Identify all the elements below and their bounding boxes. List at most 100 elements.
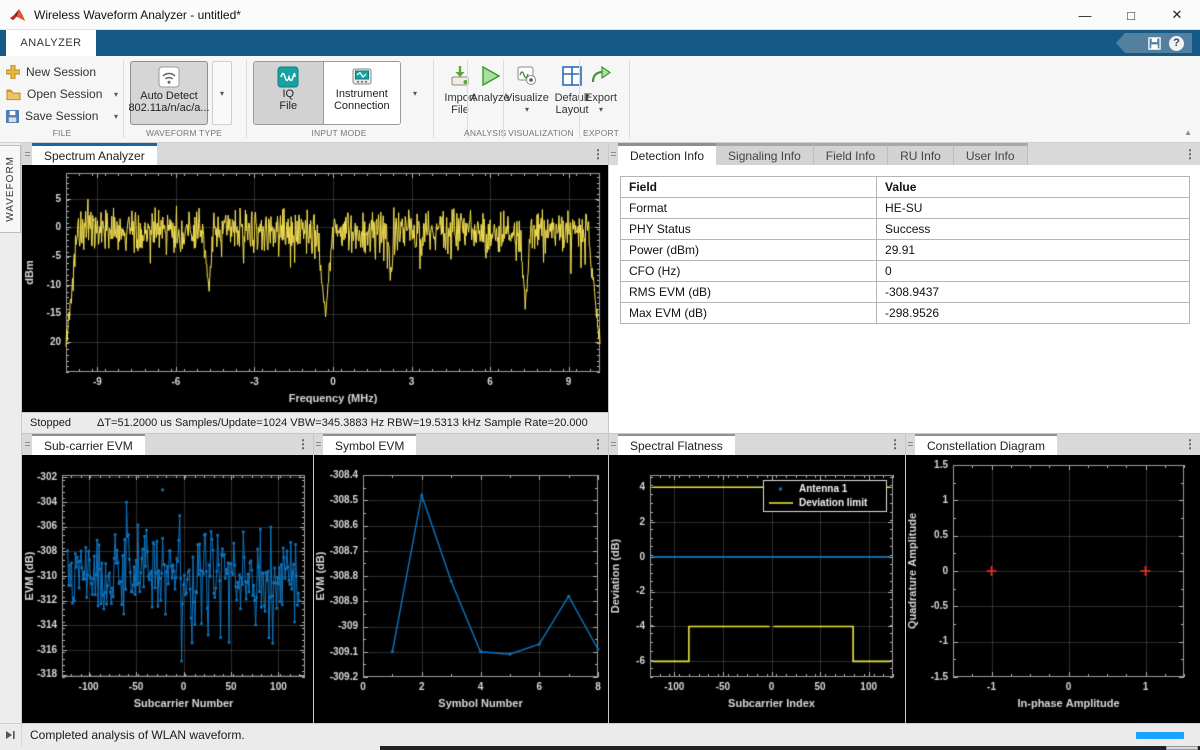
table-row[interactable]: CFO (Hz) 0 <box>619 260 1190 282</box>
constellation-panel-menu-icon[interactable]: ⋮ <box>1184 437 1196 451</box>
table-row[interactable]: Power (dBm) 29.91 <box>619 239 1190 261</box>
subcarrier-evm-plot[interactable] <box>22 455 313 723</box>
visualize-button[interactable]: Visualize ▾ <box>505 61 549 127</box>
export-dropdown-icon[interactable]: ▾ <box>598 105 603 114</box>
export-icon <box>589 63 613 89</box>
analyze-button[interactable]: Analyze <box>468 61 512 127</box>
expand-panel-icon[interactable] <box>0 724 22 746</box>
group-label-visualization: VISUALIZATION <box>508 128 574 138</box>
spectral-flatness-plot[interactable] <box>608 455 905 723</box>
spectral-flatness-panel: Spectral Flatness ⋮ <box>608 433 905 723</box>
new-session-icon <box>6 65 20 79</box>
save-session-label: Save Session <box>25 109 99 123</box>
table-cell[interactable]: Power (dBm) <box>619 239 878 261</box>
detection-panel-menu-icon[interactable]: ⋮ <box>1184 147 1196 161</box>
ribbon: New Session Open Session ▾ Save Session … <box>0 56 1200 143</box>
toolstrip-tab-bar: ANALYZER ? <box>0 30 1200 56</box>
table-cell[interactable]: 0 <box>876 260 1190 282</box>
table-cell[interactable]: Max EVM (dB) <box>619 302 878 324</box>
help-icon[interactable]: ? <box>1169 35 1184 51</box>
panel-grip-icon[interactable] <box>608 433 618 455</box>
instrument-connection-icon <box>352 68 372 85</box>
table-cell[interactable]: -308.9437 <box>876 281 1190 303</box>
col-header-value[interactable]: Value <box>876 176 1190 198</box>
default-layout-label-line2: Layout <box>555 104 589 116</box>
export-button[interactable]: Export ▾ <box>581 61 621 127</box>
tab-analyzer[interactable]: ANALYZER <box>6 30 96 56</box>
left-rail: WAVEFORM <box>0 143 22 723</box>
symbol-panel-menu-icon[interactable]: ⋮ <box>592 437 604 451</box>
open-session-button[interactable]: Open Session ▾ <box>6 84 122 104</box>
table-cell[interactable]: RMS EVM (dB) <box>619 281 878 303</box>
waveform-type-dropdown-icon[interactable]: ▾ <box>212 61 232 125</box>
table-cell[interactable]: HE-SU <box>876 197 1190 219</box>
iq-file-icon <box>277 66 299 88</box>
close-button[interactable]: ✕ <box>1171 7 1183 22</box>
default-layout-button[interactable]: Default Layout <box>549 61 595 127</box>
auto-detect-button[interactable]: Auto Detect 802.11a/n/ac/a... <box>128 61 210 125</box>
tab-ru-info[interactable]: RU Info <box>888 143 954 165</box>
panel-grip-icon[interactable] <box>313 433 323 455</box>
visualize-icon <box>515 63 539 89</box>
ru-tab-label: RU Info <box>900 148 941 163</box>
save-session-button[interactable]: Save Session ▾ <box>6 106 122 126</box>
tab-symbol-evm[interactable]: Symbol EVM <box>323 433 417 455</box>
table-row[interactable]: Format HE-SU <box>619 197 1190 219</box>
tab-spectrum-analyzer[interactable]: Spectrum Analyzer <box>32 143 157 165</box>
table-row[interactable]: PHY Status Success <box>619 218 1190 240</box>
tab-subcarrier-evm[interactable]: Sub-carrier EVM <box>32 433 145 455</box>
tab-field-info[interactable]: Field Info <box>813 143 889 165</box>
new-session-label: New Session <box>26 65 97 79</box>
save-icon[interactable] <box>1148 36 1161 50</box>
panel-grip-icon[interactable] <box>22 143 32 165</box>
instrument-connection-button[interactable]: Instrument Connection <box>323 62 400 124</box>
subcarrier-panel-menu-icon[interactable]: ⋮ <box>297 437 309 451</box>
table-cell[interactable]: PHY Status <box>619 218 878 240</box>
panel-grip-icon[interactable] <box>905 433 915 455</box>
table-cell[interactable]: Success <box>876 218 1190 240</box>
constellation-panel: Constellation Diagram ⋮ <box>905 433 1200 723</box>
iq-file-button[interactable]: IQ File <box>254 62 324 124</box>
panel-grip-icon[interactable] <box>608 143 618 165</box>
visualize-dropdown-icon[interactable]: ▾ <box>524 105 529 114</box>
detection-table-container: Field Value Format HE-SU PHY Status Success… <box>608 165 1200 433</box>
flatness-panel-menu-icon[interactable]: ⋮ <box>889 437 901 451</box>
open-folder-icon <box>6 88 21 100</box>
input-mode-dropdown-icon[interactable]: ▾ <box>412 88 417 98</box>
group-label-input-mode: INPUT MODE <box>311 128 367 138</box>
spectrum-plot[interactable] <box>22 165 608 412</box>
constellation-plot[interactable] <box>905 455 1200 723</box>
spectrum-analyzer-panel: Spectrum Analyzer ⋮ Stopped ΔT=51.2000 u… <box>22 143 608 433</box>
group-label-export: EXPORT <box>583 128 619 138</box>
detection-panel-header: Detection Info Signaling Info Field Info… <box>608 143 1200 165</box>
user-tab-label: User Info <box>965 148 1015 163</box>
table-header-row: Field Value <box>619 176 1190 198</box>
minimize-button[interactable]: — <box>1078 7 1092 23</box>
waveform-tab-label: WAVEFORM <box>4 156 16 222</box>
symbol-evm-plot[interactable] <box>313 455 608 723</box>
open-session-dropdown-icon[interactable]: ▾ <box>113 89 118 99</box>
tab-signaling-info[interactable]: Signaling Info <box>716 143 814 165</box>
tab-constellation-diagram[interactable]: Constellation Diagram <box>915 433 1058 455</box>
table-row[interactable]: Max EVM (dB) -298.9526 <box>619 302 1190 324</box>
spectrum-panel-menu-icon[interactable]: ⋮ <box>592 147 604 161</box>
open-session-label: Open Session <box>27 87 103 101</box>
col-header-field[interactable]: Field <box>619 176 878 198</box>
tab-user-info[interactable]: User Info <box>953 143 1028 165</box>
tab-waveform-vertical[interactable]: WAVEFORM <box>0 145 21 233</box>
tab-detection-info[interactable]: Detection Info <box>618 143 717 165</box>
table-cell[interactable]: -298.9526 <box>876 302 1190 324</box>
visualize-label: Visualize <box>505 92 549 104</box>
tab-spectral-flatness[interactable]: Spectral Flatness <box>618 433 735 455</box>
table-cell[interactable]: 29.91 <box>876 239 1190 261</box>
group-label-analysis: ANALYSIS <box>464 128 507 138</box>
table-cell[interactable]: CFO (Hz) <box>619 260 878 282</box>
table-row[interactable]: RMS EVM (dB) -308.9437 <box>619 281 1190 303</box>
save-session-dropdown-icon[interactable]: ▾ <box>113 111 118 121</box>
new-session-button[interactable]: New Session <box>6 62 122 82</box>
subcarrier-tab-label: Sub-carrier EVM <box>44 438 133 453</box>
maximize-button[interactable]: □ <box>1127 7 1135 23</box>
collapse-ribbon-icon[interactable]: ▲ <box>1184 128 1192 137</box>
table-cell[interactable]: Format <box>619 197 878 219</box>
panel-grip-icon[interactable] <box>22 433 32 455</box>
